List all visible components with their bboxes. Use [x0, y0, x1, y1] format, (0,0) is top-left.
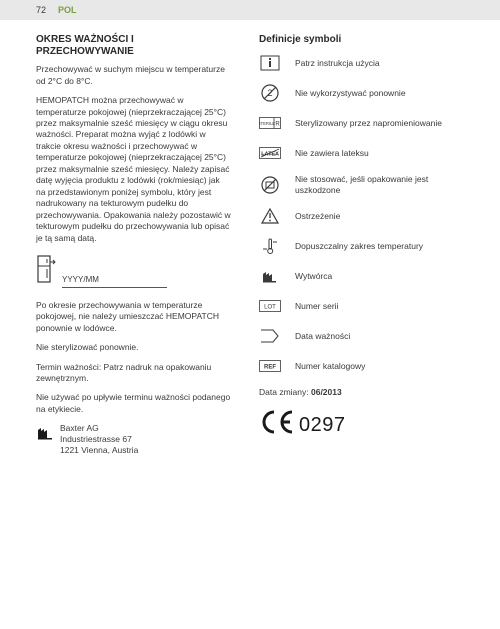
temp-range-icon — [259, 237, 281, 255]
storage-title: OKRES WAŻNOŚCI I PRZECHOWYWANIE — [36, 34, 231, 58]
symbol-text: Dopuszczalny zakres temperatury — [295, 241, 423, 252]
page-number: 72 — [36, 4, 46, 16]
latex-free-icon: LATEX — [259, 144, 281, 162]
symbols-title: Definicje symboli — [259, 34, 459, 46]
removal-date-field: YYYY/MM — [36, 254, 231, 287]
symbol-text: Wytwórca — [295, 271, 332, 282]
ce-icon — [259, 409, 295, 443]
storage-p3: Po okresie przechowywania w temperaturze… — [36, 300, 231, 334]
symbol-text: Data ważności — [295, 331, 350, 342]
mfg-city: 1221 Vienna, Austria — [60, 445, 138, 456]
symbol-row: Patrz instrukcja użycia — [259, 54, 459, 72]
fridge-out-icon — [36, 254, 56, 287]
page-header: 72 POL — [0, 0, 500, 20]
ifu-icon — [259, 54, 281, 72]
language-code: POL — [58, 4, 77, 16]
symbol-text: Sterylizowany przez napromien­iowanie — [295, 118, 442, 129]
symbol-row: Dopuszczalny zakres temperatury — [259, 237, 459, 255]
symbol-row: LOT Numer serii — [259, 297, 459, 315]
symbol-row: Data ważności — [259, 327, 459, 345]
sterile-r-icon: STERILER — [259, 114, 281, 132]
date-format-label: YYYY/MM — [62, 275, 99, 284]
storage-p5: Termin ważności: Patrz nadruk na opakowa… — [36, 362, 231, 385]
symbol-text: Nie zawiera lateksu — [295, 148, 369, 159]
lot-icon: LOT — [259, 297, 281, 315]
svg-text:R: R — [275, 122, 280, 128]
symbol-text: Nie wykorzystywać ponownie — [295, 88, 406, 99]
symbol-text: Nie stosować, jeśli opakowanie jest uszk… — [295, 174, 459, 195]
manufacturer-block: Baxter AG Industriestrasse 67 1221 Vienn… — [36, 423, 231, 456]
manufacturer-icon — [259, 267, 281, 285]
storage-p2: HEMOPATCH można przechowywać w temperatu… — [36, 95, 231, 244]
ce-number: 0297 — [299, 412, 346, 439]
symbol-row: REF Numer katalogowy — [259, 357, 459, 375]
caution-icon — [259, 207, 281, 225]
symbol-text: Patrz instrukcja użycia — [295, 58, 380, 69]
right-column: Definicje symboli Patrz instrukcja użyci… — [259, 34, 459, 456]
expiry-icon — [259, 327, 281, 345]
revision-value: 06/2013 — [311, 387, 342, 397]
symbol-row: Ostrzeżenie — [259, 207, 459, 225]
symbol-text: Numer serii — [295, 301, 338, 312]
revision-date: Data zmiany: 06/2013 — [259, 387, 459, 398]
ref-icon: REF — [259, 357, 281, 375]
symbol-row: LATEX Nie zawiera lateksu — [259, 144, 459, 162]
mfg-street: Industriestrasse 67 — [60, 434, 138, 445]
ce-mark: 0297 — [259, 409, 459, 443]
date-line: YYYY/MM — [62, 274, 167, 288]
storage-p4: Nie sterylizować ponownie. — [36, 342, 231, 353]
mfg-name: Baxter AG — [60, 423, 138, 434]
no-reuse-icon: 2 — [259, 84, 281, 102]
manufacturer-icon — [36, 423, 54, 444]
svg-text:REF: REF — [264, 365, 276, 371]
no-damaged-icon — [259, 176, 281, 194]
storage-p1: Przechowywać w suchym miejscu w temperat… — [36, 64, 231, 87]
svg-text:LATEX: LATEX — [261, 152, 279, 158]
symbol-row: STERILER Sterylizowany przez napromien­i… — [259, 114, 459, 132]
manufacturer-address: Baxter AG Industriestrasse 67 1221 Vienn… — [60, 423, 138, 456]
revision-label: Data zmiany: — [259, 387, 309, 397]
page-content: OKRES WAŻNOŚCI I PRZECHOWYWANIE Przechow… — [0, 20, 500, 456]
symbol-text: Ostrzeżenie — [295, 211, 340, 222]
svg-text:STERILE: STERILE — [259, 121, 275, 126]
symbol-definitions: Patrz instrukcja użycia 2 Nie wykorzysty… — [259, 54, 459, 375]
svg-text:LOT: LOT — [264, 305, 276, 311]
symbol-row: Nie stosować, jeśli opakowanie jest uszk… — [259, 174, 459, 195]
symbol-text: Numer katalogowy — [295, 361, 365, 372]
symbol-row: 2 Nie wykorzystywać ponownie — [259, 84, 459, 102]
symbol-row: Wytwórca — [259, 267, 459, 285]
storage-p6: Nie używać po upływie terminu ważności p… — [36, 392, 231, 415]
left-column: OKRES WAŻNOŚCI I PRZECHOWYWANIE Przechow… — [36, 34, 231, 456]
